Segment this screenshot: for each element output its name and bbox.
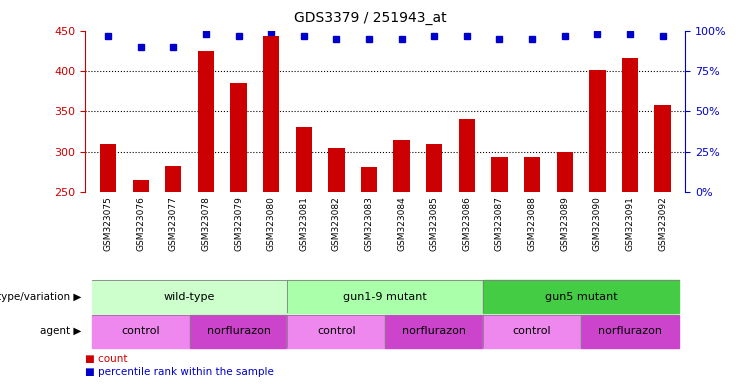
Text: GSM323087: GSM323087 [495,197,504,252]
Bar [581,315,679,348]
Text: wild-type: wild-type [164,291,216,302]
Text: GSM323088: GSM323088 [528,197,536,252]
Bar [92,315,190,348]
Text: ■ count: ■ count [85,354,127,364]
Bar [622,58,638,192]
Text: GSM323079: GSM323079 [234,197,243,252]
Bar [190,315,288,348]
Text: norflurazon: norflurazon [207,326,270,336]
Bar [296,127,312,192]
Text: control: control [513,326,551,336]
Text: GSM323080: GSM323080 [267,197,276,252]
Bar [288,315,385,348]
Text: GSM323078: GSM323078 [202,197,210,252]
Text: norflurazon: norflurazon [402,326,466,336]
Bar [100,144,116,192]
Bar [483,280,679,313]
Bar [133,180,149,192]
Bar [426,144,442,192]
Bar [198,51,214,192]
Text: agent ▶: agent ▶ [40,326,82,336]
Text: GSM323092: GSM323092 [658,197,667,251]
Bar [263,36,279,192]
Bar [288,280,483,313]
Text: GSM323081: GSM323081 [299,197,308,252]
Text: GSM323090: GSM323090 [593,197,602,252]
Text: gun5 mutant: gun5 mutant [545,291,617,302]
Text: norflurazon: norflurazon [598,326,662,336]
Text: GSM323091: GSM323091 [625,197,634,252]
Text: GSM323089: GSM323089 [560,197,569,252]
Bar [393,140,410,192]
Text: gun1-9 mutant: gun1-9 mutant [343,291,428,302]
Bar [556,152,573,192]
Text: GSM323077: GSM323077 [169,197,178,252]
Text: GSM323082: GSM323082 [332,197,341,251]
Text: GSM323075: GSM323075 [104,197,113,252]
Bar [230,83,247,192]
Bar [483,315,581,348]
Bar [524,157,540,192]
Text: GDS3379 / 251943_at: GDS3379 / 251943_at [294,11,447,25]
Text: genotype/variation ▶: genotype/variation ▶ [0,291,82,302]
Text: GSM323086: GSM323086 [462,197,471,252]
Text: control: control [122,326,160,336]
Text: GSM323084: GSM323084 [397,197,406,251]
Bar [165,166,182,192]
Bar [491,157,508,192]
Text: GSM323085: GSM323085 [430,197,439,252]
Bar [328,148,345,192]
Text: GSM323076: GSM323076 [136,197,145,252]
Text: ■ percentile rank within the sample: ■ percentile rank within the sample [85,367,274,377]
Bar [361,167,377,192]
Bar [385,315,483,348]
Bar [589,70,605,192]
Text: control: control [317,326,356,336]
Bar [654,105,671,192]
Text: GSM323083: GSM323083 [365,197,373,252]
Bar [92,280,288,313]
Bar [459,119,475,192]
